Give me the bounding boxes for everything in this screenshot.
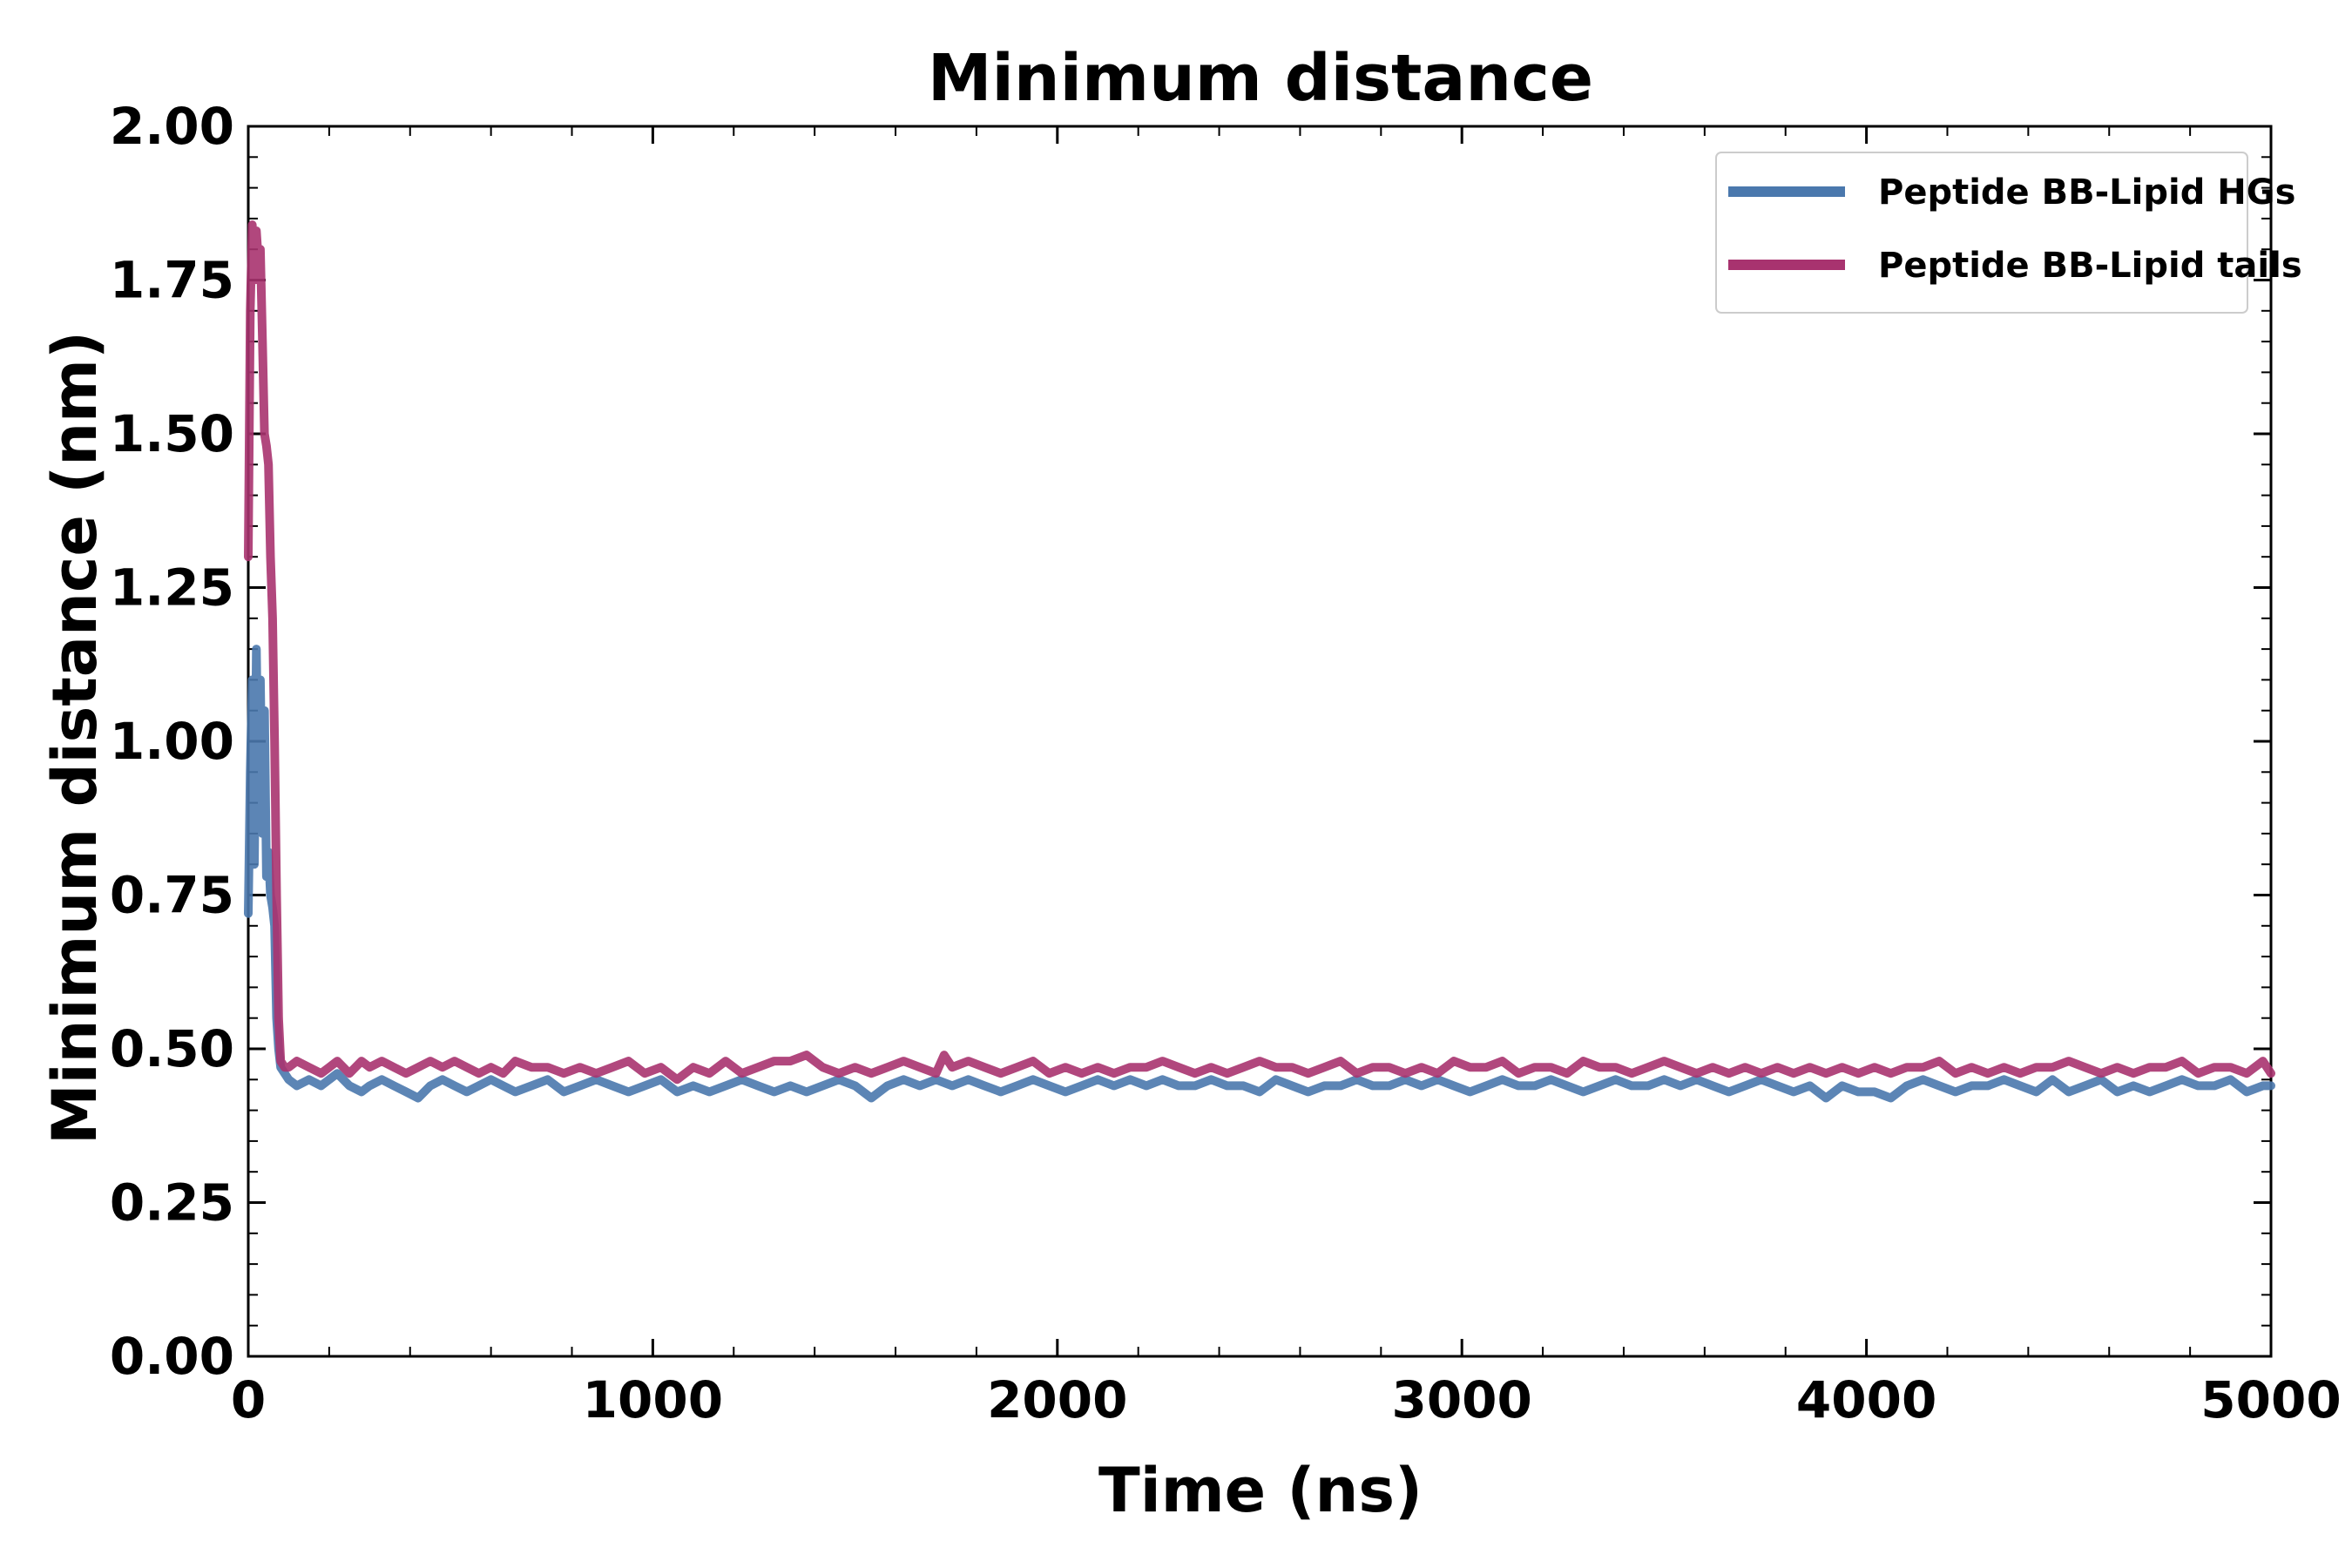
legend-box xyxy=(1715,152,2248,314)
series-line-lipid-tails xyxy=(244,220,2275,1085)
y-tick-label: 1.25 xyxy=(110,558,234,618)
y-tick-label: 0.25 xyxy=(110,1173,234,1233)
x-axis-label: Time (ns) xyxy=(1098,1455,1423,1526)
x-tick-label: 4000 xyxy=(1796,1370,1936,1429)
y-tick-label: 2.00 xyxy=(110,97,234,156)
plot-area xyxy=(244,125,2275,1358)
x-tick-label: 1000 xyxy=(583,1370,723,1429)
y-axis-label: Minimum distance (nm) xyxy=(39,331,111,1145)
y-tick-labels: 0.00 0.25 0.50 0.75 1.00 1.25 1.50 1.75 2.00 xyxy=(110,97,234,1386)
legend-label-hgs: Peptide BB-Lipid HGs xyxy=(1878,172,2295,213)
chart-title: Minimum distance xyxy=(928,41,1593,116)
legend: Peptide BB-Lipid HGs Peptide BB-Lipid ta… xyxy=(1715,152,2302,314)
y-tick-label: 1.75 xyxy=(110,251,234,310)
x-tick-label: 0 xyxy=(231,1370,266,1429)
series-line-lipid-hgs xyxy=(244,645,2275,1103)
x-tick-label: 3000 xyxy=(1391,1370,1531,1429)
y-tick-label: 0.50 xyxy=(110,1019,234,1078)
legend-label-tails: Peptide BB-Lipid tails xyxy=(1878,246,2302,286)
y-tick-label: 0.00 xyxy=(110,1327,234,1386)
x-tick-label: 2000 xyxy=(987,1370,1127,1429)
x-tick-label: 5000 xyxy=(2200,1370,2341,1429)
x-tick-labels: 0 1000 2000 3000 4000 5000 xyxy=(231,1370,2342,1429)
y-tick-label: 1.50 xyxy=(110,404,234,463)
series-group xyxy=(244,220,2275,1103)
y-tick-label: 1.00 xyxy=(110,712,234,771)
y-tick-label: 0.75 xyxy=(110,866,234,925)
